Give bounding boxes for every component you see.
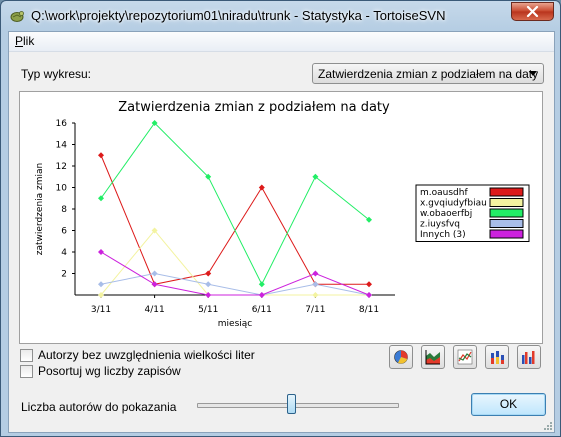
- line-chart-button[interactable]: [453, 345, 477, 369]
- y-tick-label: 4: [61, 248, 67, 258]
- series-point-0: [205, 270, 212, 277]
- legend-label: Innych (3): [420, 230, 466, 240]
- series-point-4: [366, 292, 372, 298]
- case-insensitive-checkbox[interactable]: [20, 349, 33, 362]
- legend-swatch: [489, 219, 524, 228]
- y-tick-label: 10: [56, 184, 68, 194]
- y-tick-label: 2: [61, 270, 67, 280]
- window-title: Q:\work\projekty\repozytorium01\niradu\t…: [31, 8, 446, 23]
- series-point-0: [98, 152, 104, 159]
- series-point-3: [151, 270, 158, 277]
- chevron-down-icon: [529, 71, 537, 76]
- series-line-2: [100, 122, 370, 286]
- series-point-2: [205, 173, 212, 180]
- legend-label: w.obaoerfbj: [420, 209, 472, 219]
- legend-swatch: [489, 198, 524, 207]
- area-chart-icon: [425, 350, 440, 365]
- legend-label: z.iuysfvq: [420, 220, 460, 230]
- series-point-3: [312, 281, 319, 288]
- x-tick-label: 4/11: [144, 305, 164, 315]
- series-point-3: [98, 281, 104, 288]
- legend-label: m.oausdhf: [420, 188, 468, 198]
- series-point-2: [98, 195, 104, 202]
- case-insensitive-label: Autorzy bez uwzględnienia wielkości lite…: [38, 348, 255, 362]
- sort-by-commits-label: Posortuj wg liczby zapisów: [38, 364, 181, 378]
- series-point-2: [366, 216, 372, 223]
- series-point-0: [366, 281, 372, 288]
- y-tick-label: 6: [61, 227, 67, 237]
- chart-title: Zatwierdzenia zmian z podziałem na daty: [118, 100, 390, 115]
- resize-grip-icon[interactable]: [543, 421, 553, 431]
- x-tick-label: 3/11: [91, 305, 111, 315]
- chart-svg: Zatwierdzenia zmian z podziałem na daty z…: [35, 100, 530, 329]
- menu-file[interactable]: Plik: [15, 34, 34, 48]
- series-point-1: [312, 292, 319, 298]
- legend-swatch: [489, 187, 524, 197]
- y-tick-label: 16: [56, 119, 68, 129]
- y-tick-label: 12: [56, 162, 67, 172]
- series-point-2: [312, 173, 319, 180]
- close-icon: [526, 6, 539, 17]
- chart-area: Zatwierdzenia zmian z podziałem na daty z…: [19, 91, 543, 344]
- x-tick-label: 5/11: [198, 305, 218, 315]
- series-point-1: [151, 227, 158, 234]
- close-button[interactable]: [511, 2, 554, 21]
- menu-file-label: lik: [23, 34, 35, 48]
- x-axis-label: miesiąc: [218, 319, 253, 329]
- series-point-0: [258, 184, 265, 191]
- x-tick-label: 7/11: [305, 305, 325, 315]
- series-point-4: [98, 249, 104, 255]
- ok-button[interactable]: OK: [471, 393, 546, 416]
- menu-file-accelerator: P: [15, 34, 24, 48]
- pie-chart-icon: [394, 350, 408, 364]
- chart-type-selected-value: Zatwierdzenia zmian z podziałem na daty: [318, 67, 539, 81]
- series-point-4: [151, 281, 158, 288]
- pie-chart-button[interactable]: [389, 345, 413, 369]
- sort-by-commits-checkbox[interactable]: [20, 365, 33, 378]
- legend-swatch: [489, 229, 524, 239]
- x-tick-label: 8/11: [359, 305, 379, 315]
- series-point-3: [205, 281, 212, 288]
- series-line-0: [100, 155, 369, 285]
- series-point-2: [151, 120, 158, 126]
- bar-chart-button[interactable]: [517, 345, 541, 369]
- line-chart-icon: [457, 349, 473, 365]
- y-tick-label: 14: [56, 141, 68, 151]
- legend-label: x.gvqiudyfbiau: [420, 199, 487, 209]
- series-point-4: [205, 292, 212, 298]
- y-tick-label: 8: [61, 205, 67, 215]
- chart-type-select[interactable]: Zatwierdzenia zmian z podziałem na daty: [312, 63, 544, 84]
- stacked-bar-chart-icon: [491, 351, 504, 364]
- slider-thumb[interactable]: [286, 394, 296, 414]
- stacked-area-chart-button[interactable]: [421, 345, 445, 369]
- slider-track[interactable]: [197, 403, 399, 408]
- bar-chart-icon: [522, 351, 535, 364]
- series-line-1: [100, 229, 369, 296]
- series-point-4: [258, 292, 265, 298]
- x-tick-label: 6/11: [252, 305, 272, 315]
- title-bar[interactable]: Q:\work\projekty\repozytorium01\niradu\t…: [1, 1, 560, 31]
- series-point-4: [312, 270, 319, 277]
- series-point-2: [258, 281, 265, 288]
- legend-swatch: [489, 208, 524, 218]
- series-line-3: [100, 272, 370, 296]
- series-line-4: [100, 251, 370, 296]
- authors-count-label: Liczba autorów do pokazania: [21, 400, 177, 414]
- dialog-client-area: Plik Typ wykresu: Zatwierdzenia zmian z …: [8, 31, 555, 433]
- y-axis-label: zatwierdzenia zmian: [35, 163, 45, 255]
- chart-type-label: Typ wykresu:: [21, 67, 92, 81]
- authors-count-slider[interactable]: [193, 393, 403, 417]
- tortoisesvn-app-icon: [10, 11, 24, 22]
- stacked-bar-chart-button[interactable]: [485, 345, 509, 369]
- menu-bar: Plik: [9, 32, 554, 52]
- series-point-1: [98, 292, 104, 298]
